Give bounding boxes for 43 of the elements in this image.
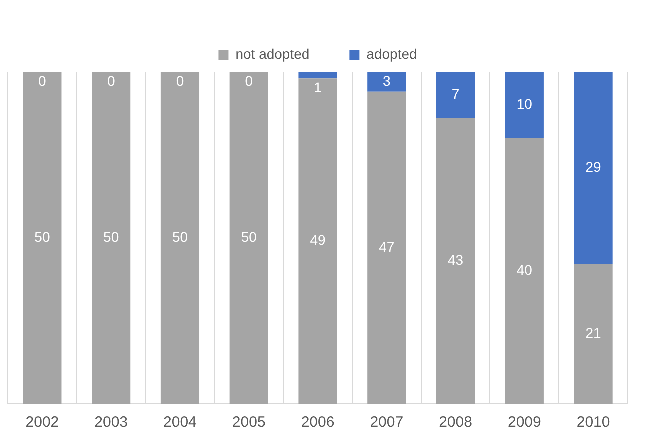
bar xyxy=(574,264,613,404)
data-label: 0 xyxy=(107,72,116,89)
data-label: 3 xyxy=(382,72,391,89)
bar xyxy=(574,72,613,265)
legend-label: adopted xyxy=(366,46,418,62)
data-label: 1 xyxy=(314,80,322,96)
data-label: 43 xyxy=(448,252,464,268)
data-label: 0 xyxy=(176,72,184,89)
bar xyxy=(368,72,406,92)
data-label: 50 xyxy=(241,228,258,245)
bar xyxy=(505,72,544,138)
x-tick-label: 2010 xyxy=(576,414,610,432)
data-label: 0 xyxy=(38,72,47,89)
x-tick-label: 2003 xyxy=(94,414,128,432)
bar xyxy=(160,72,200,404)
data-label: 0 xyxy=(245,72,254,89)
x-tick-label: 2002 xyxy=(26,414,60,432)
data-label: 7 xyxy=(452,86,460,102)
data-label: 50 xyxy=(104,228,120,245)
data-label: 21 xyxy=(586,325,602,342)
x-tick-label: 2008 xyxy=(439,414,472,432)
bar xyxy=(505,138,544,404)
bar xyxy=(23,72,62,404)
bar xyxy=(436,118,476,404)
x-tick-label: 2005 xyxy=(232,414,266,432)
bar xyxy=(298,78,338,404)
data-label: 40 xyxy=(516,262,533,278)
bar xyxy=(92,72,131,404)
x-tick-label: 2007 xyxy=(370,414,404,432)
data-label: 10 xyxy=(516,96,533,112)
bar xyxy=(298,72,338,79)
data-label: 49 xyxy=(310,232,326,248)
bar xyxy=(368,92,406,404)
data-label: 50 xyxy=(172,228,188,245)
bar xyxy=(230,72,268,404)
legend-label: not adopted xyxy=(236,46,310,62)
x-tick-label: 2009 xyxy=(508,414,542,432)
data-label: 50 xyxy=(34,228,50,245)
bar xyxy=(436,72,476,118)
data-label: 47 xyxy=(379,238,395,255)
x-tick-label: 2006 xyxy=(301,414,335,432)
data-label: 29 xyxy=(586,159,602,176)
x-tick-label: 2004 xyxy=(164,414,197,432)
